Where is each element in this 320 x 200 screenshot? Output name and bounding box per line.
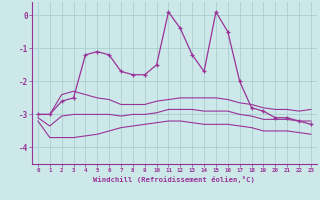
X-axis label: Windchill (Refroidissement éolien,°C): Windchill (Refroidissement éolien,°C) — [93, 176, 255, 183]
